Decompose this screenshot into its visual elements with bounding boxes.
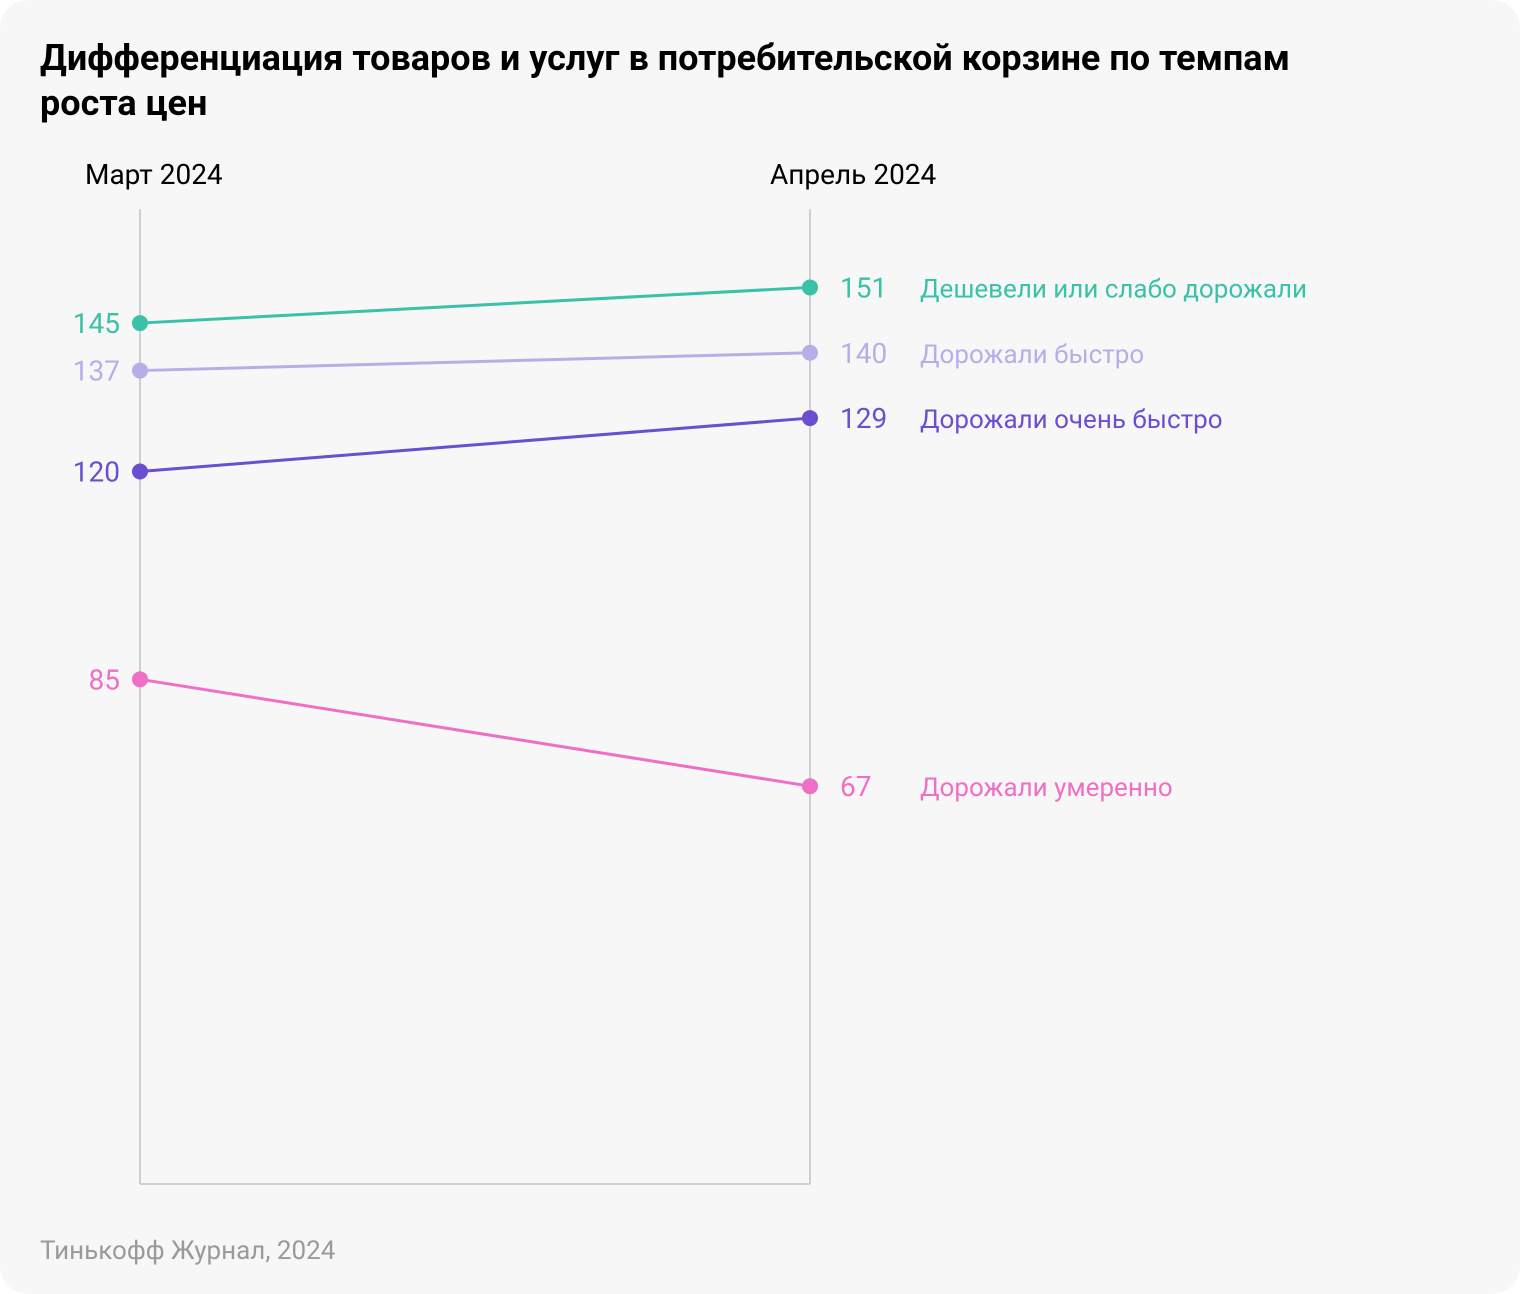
series-marker-end <box>802 778 818 794</box>
series-label: Дорожали умеренно <box>920 773 1173 803</box>
chart-card: Дифференциация товаров и услуг в потреби… <box>0 0 1520 1294</box>
series-line <box>140 679 810 786</box>
series-marker-end <box>802 345 818 361</box>
series-value-start: 85 <box>89 663 120 696</box>
series-line <box>140 353 810 371</box>
series-marker-start <box>132 363 148 379</box>
series-value-end: 151 <box>840 271 887 304</box>
series-label: Дорожали быстро <box>920 340 1144 370</box>
series-line <box>140 418 810 471</box>
series-marker-start <box>132 671 148 687</box>
series-label: Дорожали очень быстро <box>920 405 1223 435</box>
series-value-end: 129 <box>840 402 887 435</box>
x-label-left: Март 2024 <box>85 158 223 191</box>
series-value-start: 137 <box>73 355 120 388</box>
series-line <box>140 287 810 323</box>
chart-svg: Март 2024 Апрель 2024 145 151 Дешевели или с… <box>40 154 1480 1224</box>
series-label: Дешевели или слабо дорожали <box>920 274 1307 304</box>
series-marker-end <box>802 279 818 295</box>
slope-chart: Март 2024 Апрель 2024 145 151 Дешевели или с… <box>40 154 1480 1224</box>
series-marker-start <box>132 464 148 480</box>
series-value-end: 67 <box>840 770 871 803</box>
series-value-start: 120 <box>73 456 120 489</box>
series-marker-start <box>132 315 148 331</box>
series-value-start: 145 <box>73 307 120 340</box>
series-marker-end <box>802 410 818 426</box>
x-label-right: Апрель 2024 <box>770 158 937 191</box>
chart-title: Дифференциация товаров и услуг в потреби… <box>40 36 1340 126</box>
series-value-end: 140 <box>840 337 887 370</box>
chart-footer: Тинькофф Журнал, 2024 <box>40 1236 335 1266</box>
